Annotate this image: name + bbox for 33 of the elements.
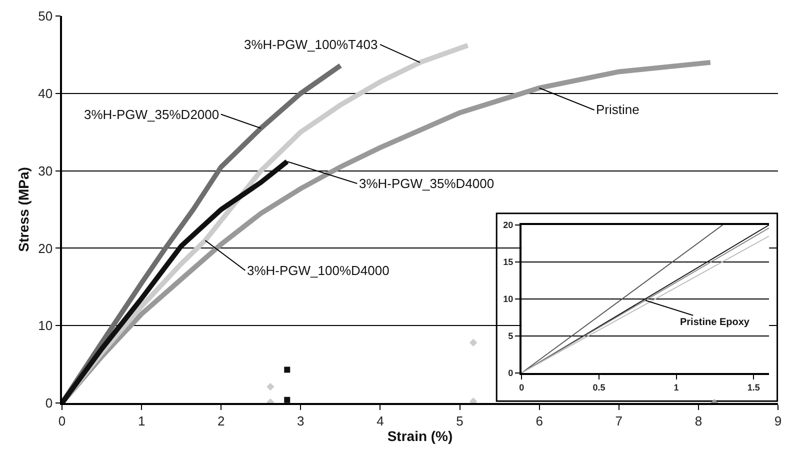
x-tick-label: 9 (774, 413, 782, 428)
y-tick-label: 0 (45, 396, 53, 411)
x-tick-label: 0 (519, 382, 524, 392)
y-tick-label: 30 (38, 163, 53, 178)
y-tick-label: 0 (508, 368, 514, 378)
x-tick-label: 8 (694, 413, 702, 428)
annotation: 3%H-PGW_100%D4000 (247, 263, 390, 278)
y-tick-label: 10 (38, 318, 53, 334)
x-tick-label: 1 (674, 382, 679, 392)
x-tick-label: 1 (138, 413, 146, 428)
x-axis-title: Strain (%) (387, 428, 453, 444)
x-tick-label: 1.5 (747, 382, 760, 392)
y-axis-title: Stress (MPa) (15, 167, 32, 252)
annotation: 3%H-PGW_100%T403 (244, 37, 378, 52)
annotation: Pristine (596, 102, 640, 117)
x-tick-label: 7 (615, 413, 623, 428)
y-tick-label: 50 (38, 8, 53, 24)
x-tick-label: 0 (58, 413, 66, 428)
y-tick-label: 20 (503, 220, 514, 230)
y-tick-label: 15 (503, 257, 514, 268)
x-tick-label: 2 (217, 413, 225, 428)
annotation: Pristine Epoxy (680, 317, 750, 328)
x-tick-label: 5 (456, 413, 464, 428)
x-tick-label: 6 (536, 413, 543, 428)
x-tick-label: 0.5 (592, 382, 606, 392)
annotation: 3%H-PGW_35%D2000 (84, 107, 220, 122)
x-tick-label: 4 (376, 413, 384, 428)
y-tick-label: 5 (508, 331, 514, 342)
y-tick-label: 20 (38, 240, 53, 256)
x-tick-label: 3 (297, 413, 304, 428)
y-tick-label: 40 (38, 86, 53, 101)
annotation: 3%H-PGW_35%D4000 (359, 176, 494, 191)
y-tick-label: 10 (503, 294, 514, 304)
